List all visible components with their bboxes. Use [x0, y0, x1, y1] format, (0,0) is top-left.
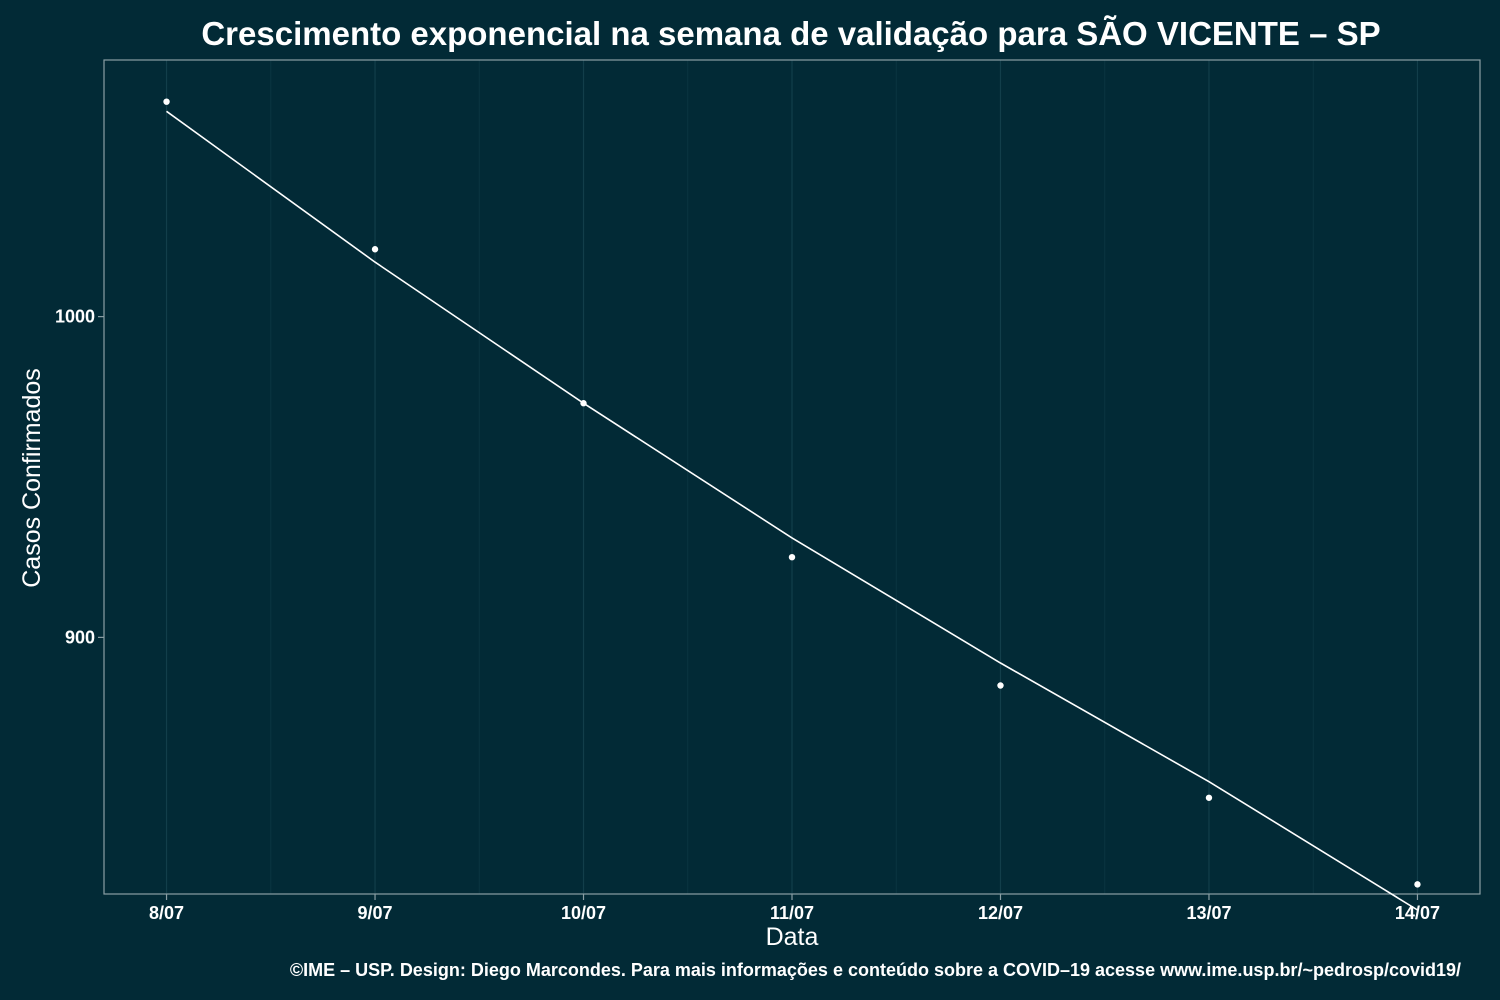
data-point	[788, 553, 796, 561]
x-tick-label: 8/07	[149, 903, 184, 923]
x-axis-title: Data	[766, 923, 819, 951]
x-tick-label: 10/07	[561, 903, 606, 923]
x-axis: 8/07 9/07 10/07 11/07 12/07 13/07 14/07	[149, 894, 1440, 923]
data-point	[580, 400, 587, 407]
data-point	[1414, 881, 1421, 888]
x-tick-label: 14/07	[1395, 903, 1440, 923]
x-tick-label: 12/07	[978, 903, 1023, 923]
fit-line	[166, 110, 1418, 911]
y-tick-label: 900	[65, 627, 95, 647]
data-point	[371, 246, 379, 253]
chart-title: Crescimento exponencial na semana de val…	[201, 15, 1380, 52]
y-tick-label: 1000	[55, 307, 95, 327]
points-group	[163, 98, 1421, 888]
x-tick-label: 11/07	[770, 903, 814, 923]
data-point	[163, 98, 170, 105]
x-tick-label: 9/07	[358, 903, 393, 923]
caption: ©IME – USP. Design: Diego Marcondes. Par…	[290, 960, 1461, 980]
data-point	[997, 682, 1004, 689]
grid	[165, 60, 1419, 894]
y-axis-title: Casos Confirmados	[18, 368, 46, 588]
fit-line-group	[166, 110, 1418, 911]
data-point	[1205, 794, 1213, 801]
y-axis: 900 1000	[55, 307, 104, 647]
x-tick-label: 13/07	[1186, 903, 1231, 923]
